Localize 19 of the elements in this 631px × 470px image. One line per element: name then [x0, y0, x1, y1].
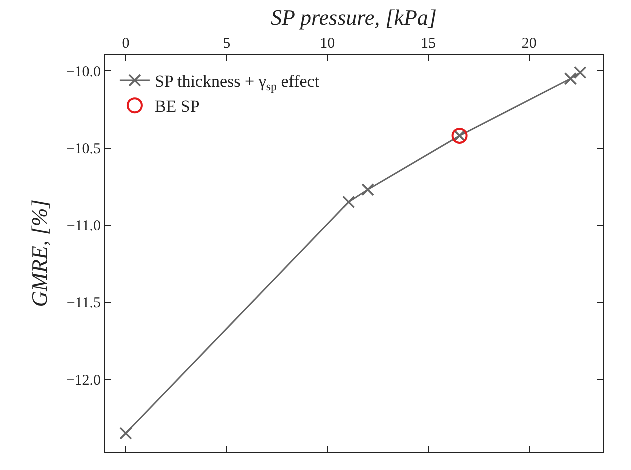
x-tick-label: 15 — [421, 36, 436, 52]
x-axis-title: SP pressure, [kPa] — [270, 4, 438, 30]
y-tick-label: −10.0 — [66, 64, 101, 80]
y-tick-label: −10.5 — [66, 142, 101, 158]
x-tick-label: 20 — [522, 36, 537, 52]
y-axis-title: GMRE, [%] — [27, 200, 52, 308]
x-tick-label: 10 — [320, 36, 336, 52]
y-tick-label: −12.0 — [66, 372, 101, 389]
point — [120, 427, 132, 440]
point — [564, 72, 578, 86]
point — [362, 184, 374, 196]
x-tick-label: 5 — [223, 36, 231, 52]
point — [574, 66, 587, 80]
legend-label: BE SP — [154, 97, 200, 116]
y-tick-label: −11.0 — [66, 218, 101, 235]
y-tick-label: −11.5 — [66, 296, 101, 312]
x-tick-label: 0 — [122, 36, 130, 52]
point — [342, 196, 356, 209]
legend-label: SP thickness + γ$_{sp}$ effect — [154, 72, 320, 94]
